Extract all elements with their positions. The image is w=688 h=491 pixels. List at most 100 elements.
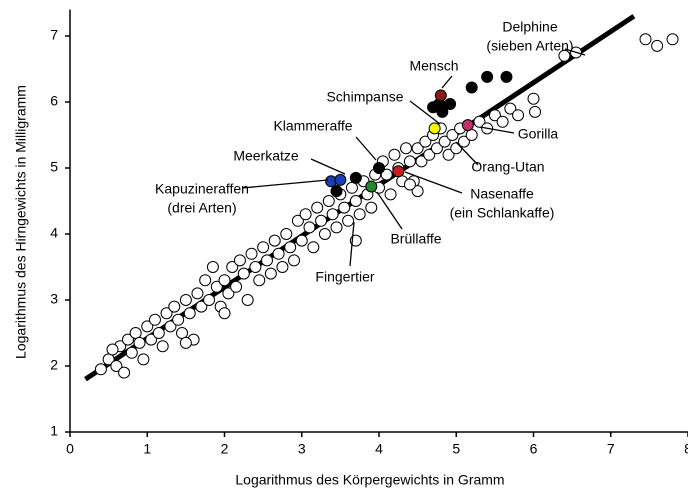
data-point bbox=[218, 307, 231, 320]
leader-line bbox=[376, 191, 403, 230]
annotation: Klammeraffe bbox=[273, 118, 352, 134]
data-point bbox=[148, 313, 161, 326]
data-point bbox=[442, 148, 455, 161]
leader-line bbox=[349, 221, 355, 267]
data-point bbox=[430, 142, 443, 155]
annotation: Orang-Utan bbox=[471, 159, 544, 175]
data-point bbox=[245, 247, 258, 260]
x-tick-label: 3 bbox=[298, 441, 306, 457]
data-point bbox=[179, 294, 192, 306]
data-point bbox=[326, 208, 339, 221]
y-tick-label: 6 bbox=[50, 93, 58, 109]
x-tick-label: 7 bbox=[607, 441, 615, 457]
data-point bbox=[529, 105, 542, 118]
data-point bbox=[145, 333, 158, 346]
data-point bbox=[334, 173, 347, 186]
data-point bbox=[373, 162, 385, 174]
data-point bbox=[403, 155, 416, 168]
data-point bbox=[129, 327, 142, 339]
data-point bbox=[253, 274, 266, 287]
data-point bbox=[121, 333, 134, 346]
x-tick-label: 6 bbox=[530, 441, 538, 457]
data-point bbox=[353, 208, 366, 221]
data-point bbox=[488, 109, 501, 122]
data-point bbox=[249, 261, 262, 273]
data-point bbox=[125, 346, 138, 359]
data-point bbox=[318, 228, 331, 240]
data-point bbox=[241, 294, 254, 306]
annotation: Kapuzineraffen bbox=[155, 181, 249, 197]
data-point bbox=[349, 195, 362, 207]
data-point bbox=[137, 353, 150, 366]
data-point bbox=[106, 343, 119, 356]
data-point bbox=[473, 115, 486, 128]
annotation: Schimpanse bbox=[326, 89, 403, 105]
y-tick-label: 4 bbox=[50, 225, 58, 241]
data-point bbox=[210, 280, 223, 293]
data-point bbox=[226, 261, 239, 273]
data-point bbox=[168, 300, 181, 313]
data-point bbox=[280, 228, 293, 240]
data-point bbox=[419, 135, 432, 148]
data-point bbox=[558, 49, 571, 62]
leader-line bbox=[409, 100, 441, 125]
annotation: (sieben Arten) bbox=[486, 38, 573, 54]
data-point bbox=[94, 363, 107, 376]
data-point bbox=[338, 201, 351, 214]
data-point bbox=[411, 142, 424, 155]
data-point bbox=[392, 165, 405, 178]
data-point bbox=[183, 307, 196, 320]
data-point bbox=[365, 201, 378, 214]
data-point bbox=[141, 320, 154, 333]
data-point bbox=[299, 208, 312, 221]
leader-line bbox=[355, 136, 377, 161]
annotation: (ein Schlankaffe) bbox=[450, 205, 555, 221]
data-point bbox=[403, 178, 416, 191]
data-point bbox=[133, 336, 146, 349]
data-point bbox=[218, 274, 231, 287]
leader-line bbox=[441, 75, 453, 89]
data-point bbox=[284, 241, 297, 254]
data-point bbox=[160, 307, 173, 320]
data-point bbox=[276, 261, 289, 273]
data-point bbox=[330, 185, 343, 198]
x-tick-label: 4 bbox=[375, 441, 383, 457]
data-point bbox=[651, 39, 664, 52]
data-point bbox=[415, 155, 428, 168]
annotation: Fingertier bbox=[315, 269, 374, 285]
data-point bbox=[199, 274, 212, 287]
data-point bbox=[342, 214, 355, 227]
data-point bbox=[504, 102, 517, 115]
x-tick-label: 8 bbox=[684, 441, 688, 457]
data-point bbox=[639, 33, 652, 46]
data-point bbox=[260, 254, 273, 267]
x-tick-label: 2 bbox=[221, 441, 229, 457]
data-point bbox=[500, 70, 513, 83]
x-tick-label: 0 bbox=[66, 441, 74, 457]
data-point bbox=[666, 33, 679, 46]
data-point bbox=[110, 360, 123, 372]
data-point bbox=[307, 241, 320, 254]
data-point bbox=[272, 247, 285, 260]
annotation: Mensch bbox=[409, 58, 458, 74]
y-tick-label: 2 bbox=[50, 357, 58, 373]
leader-line bbox=[404, 171, 463, 194]
annotation: (drei Arten) bbox=[167, 200, 236, 216]
data-point bbox=[230, 280, 243, 293]
data-point bbox=[384, 188, 397, 201]
data-point bbox=[176, 327, 189, 339]
annotation: Delphine bbox=[502, 19, 557, 35]
data-point bbox=[434, 89, 447, 102]
data-point bbox=[457, 135, 470, 148]
data-point bbox=[156, 340, 169, 353]
data-point bbox=[195, 300, 208, 313]
data-point bbox=[446, 129, 459, 141]
y-tick-label: 5 bbox=[50, 159, 58, 175]
data-point bbox=[237, 267, 250, 280]
leader-line bbox=[310, 158, 346, 175]
leader-line bbox=[479, 126, 515, 134]
data-point bbox=[349, 171, 362, 184]
x-tick-label: 1 bbox=[143, 441, 151, 457]
data-point bbox=[400, 142, 413, 155]
data-point bbox=[322, 195, 335, 207]
